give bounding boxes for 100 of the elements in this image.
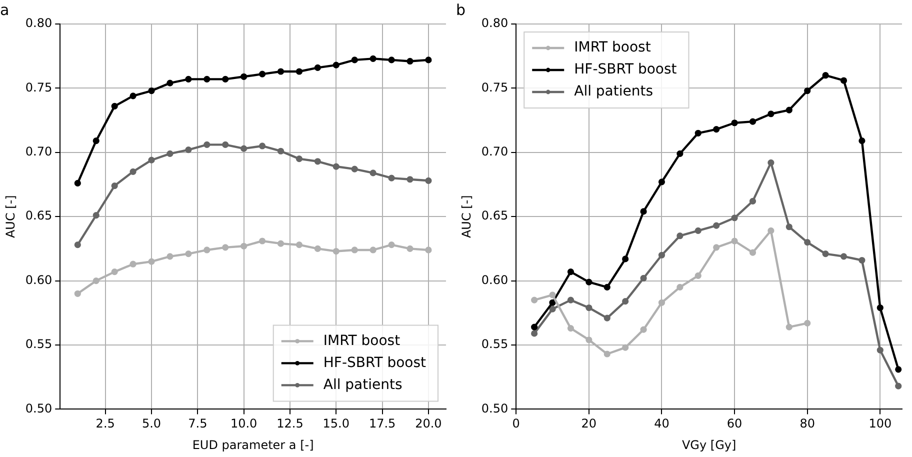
point — [804, 238, 811, 246]
point — [768, 110, 774, 118]
x-tick-label: 17.5 — [368, 416, 396, 431]
legend-label: All patients — [574, 84, 654, 100]
point — [74, 290, 81, 297]
y-tick-label: 0.60 — [25, 272, 52, 287]
point — [604, 350, 610, 358]
point — [204, 76, 210, 83]
x-tick-label: 60 — [726, 416, 742, 431]
point — [731, 120, 738, 126]
point — [604, 314, 610, 322]
point — [370, 55, 376, 62]
point — [111, 268, 118, 276]
point — [749, 118, 756, 125]
point — [749, 249, 756, 256]
point — [332, 62, 340, 68]
x-tick-label: 5.0 — [142, 416, 162, 431]
point — [749, 198, 756, 204]
point — [296, 156, 303, 162]
point — [694, 130, 702, 136]
x-tick-label: 80 — [800, 416, 815, 431]
y-tick-label: 0.65 — [481, 208, 508, 223]
x-tick-label: 100 — [868, 416, 892, 431]
x-tick-label: 7.5 — [188, 416, 208, 431]
point — [148, 87, 155, 94]
y-axis-title: AUC [-] — [459, 195, 474, 238]
point — [604, 284, 610, 291]
point — [351, 56, 358, 64]
point — [204, 141, 210, 148]
point — [74, 180, 81, 187]
point — [676, 284, 684, 291]
point — [185, 146, 192, 154]
y-tick-label: 0.60 — [481, 272, 508, 287]
point — [296, 242, 303, 248]
legend-label: HF-SBRT boost — [574, 62, 678, 78]
legend-label: HF-SBRT boost — [323, 354, 427, 371]
point — [840, 253, 848, 260]
point — [258, 142, 266, 150]
y-tick-label: 0.80 — [481, 16, 508, 30]
point — [166, 80, 174, 86]
point — [549, 292, 556, 298]
x-tick-label: 2.5 — [96, 416, 115, 431]
point — [111, 182, 118, 190]
point — [713, 244, 720, 251]
point — [204, 246, 210, 254]
point — [92, 212, 100, 219]
point — [388, 56, 395, 64]
point — [786, 324, 792, 330]
point — [895, 382, 902, 390]
point — [351, 246, 358, 254]
x-tick-label: 20 — [581, 416, 597, 431]
point — [822, 72, 829, 79]
point — [148, 156, 155, 164]
y-tick-label: 0.50 — [25, 401, 52, 416]
point — [425, 56, 432, 64]
point — [658, 299, 666, 306]
point — [166, 150, 174, 157]
point — [713, 126, 720, 133]
point — [166, 253, 174, 260]
x-tick-label: 40 — [654, 416, 670, 431]
y-tick-label: 0.55 — [25, 337, 52, 352]
point — [586, 336, 592, 344]
point — [406, 245, 414, 252]
point — [676, 232, 684, 240]
point — [92, 138, 100, 144]
point — [531, 330, 538, 337]
point — [332, 248, 340, 255]
point — [876, 304, 884, 312]
point — [640, 326, 647, 333]
point — [567, 268, 574, 276]
x-tick-label: 15.0 — [322, 416, 350, 431]
point — [258, 70, 266, 78]
point — [425, 177, 432, 184]
point — [658, 178, 666, 186]
point — [531, 324, 538, 330]
x-tick-label: 12.5 — [276, 416, 304, 431]
point — [314, 245, 321, 252]
point — [351, 166, 358, 172]
point — [370, 170, 376, 176]
point — [640, 274, 647, 282]
legend-label: IMRT boost — [323, 332, 401, 349]
point — [622, 298, 629, 305]
y-tick-label: 0.55 — [481, 337, 508, 352]
y-tick-label: 0.50 — [481, 401, 508, 416]
point — [822, 250, 829, 258]
point — [314, 158, 321, 165]
point — [622, 256, 629, 262]
y-tick-label: 0.70 — [481, 144, 508, 159]
point — [786, 224, 792, 230]
point — [549, 306, 556, 312]
point — [586, 304, 592, 312]
point — [148, 258, 155, 265]
point — [240, 145, 248, 152]
x-tick-label: 0 — [512, 416, 520, 431]
point — [895, 366, 902, 373]
point — [388, 242, 395, 248]
point — [332, 163, 340, 170]
point — [694, 272, 702, 279]
y-tick-label: 0.75 — [481, 80, 508, 94]
point — [640, 208, 647, 215]
